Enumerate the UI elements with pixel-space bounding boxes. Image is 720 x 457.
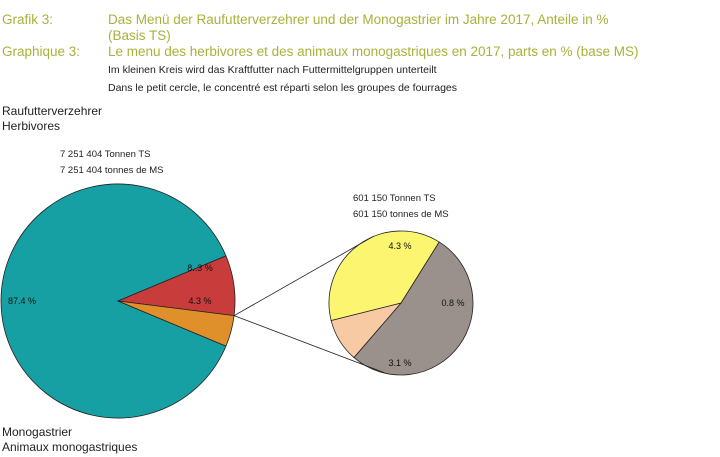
- pie1-slice-1: [0, 183, 227, 419]
- chart-title-de-cont: (Basis TS): [108, 28, 171, 43]
- chart-label-de: Grafik 3:: [2, 12, 54, 27]
- pie1-slice-3-label: 8..3 %: [187, 263, 213, 273]
- chart-label-fr: Graphique 3:: [2, 44, 81, 59]
- chart-note-fr: Dans le petit cercle, le concentré est r…: [108, 82, 458, 94]
- pie2-slice-1-label: 4.3 %: [388, 241, 411, 251]
- chart-note-de: Im kleinen Kreis wird das Kraftfutter na…: [108, 64, 437, 76]
- small-total-de: 601 150 Tonnen TS: [353, 193, 436, 204]
- small-total-fr: 601 150 tonnes de MS: [353, 209, 449, 220]
- pie2-slice-2-label: 0.8 %: [441, 298, 464, 308]
- connector-line-top: [233, 235, 375, 317]
- pie1-slice-1-label: 87.4 %: [8, 296, 36, 306]
- pie2-slice-1: [353, 241, 474, 376]
- herbivores-label-fr: Herbivores: [2, 119, 61, 133]
- pie1-slice-2-label: 4.3 %: [188, 296, 211, 306]
- big-total-fr: 7 251 404 tonnes de MS: [60, 165, 164, 176]
- big-total-de: 7 251 404 Tonnen TS: [60, 149, 151, 160]
- pie2-slice-3-label: 3.1 %: [388, 358, 411, 368]
- connector-line-bottom: [233, 315, 386, 374]
- mono-label-de: Monogastrier: [2, 425, 73, 439]
- herbivores-label-de: Raufutterverzehrer: [2, 104, 103, 118]
- mono-label-fr: Animaux monogastriques: [2, 440, 138, 454]
- chart-title-de: Das Menü der Raufutterverzehrer und der …: [108, 12, 609, 27]
- chart-title-fr: Le menu des herbivores et des animaux mo…: [108, 44, 639, 59]
